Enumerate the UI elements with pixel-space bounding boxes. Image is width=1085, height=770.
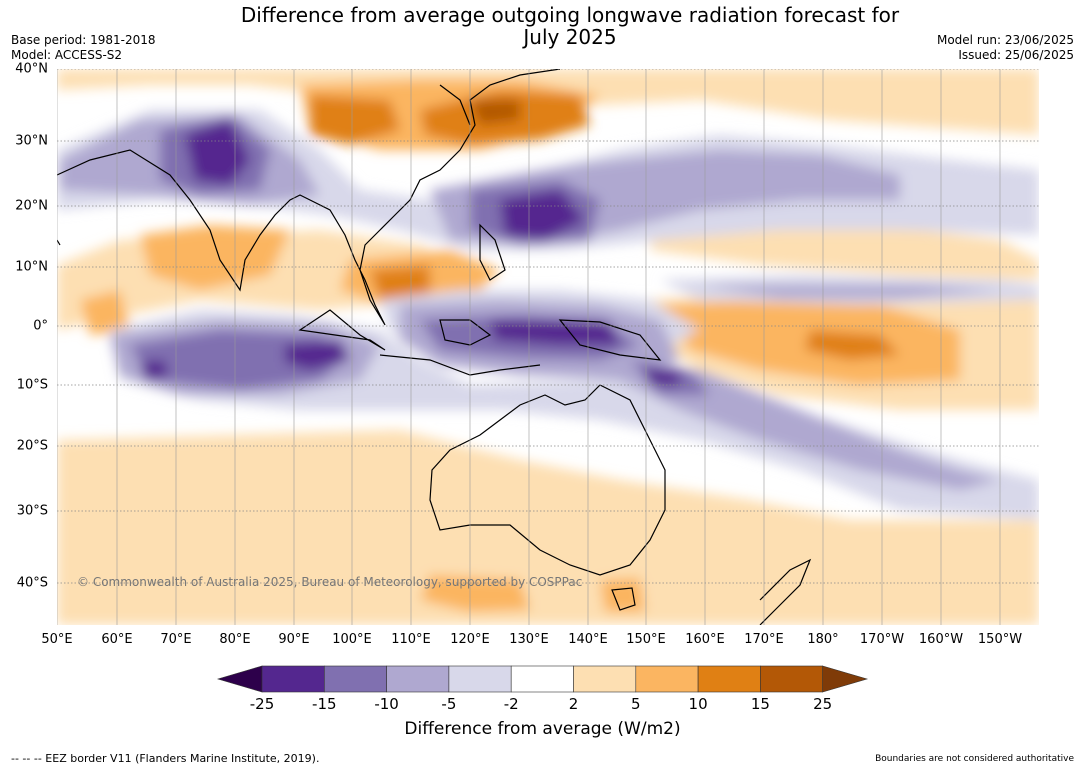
lon-label: 80°E — [219, 632, 251, 647]
lon-label: 160°E — [685, 632, 725, 647]
lat-label: 20°S — [16, 438, 48, 454]
lon-label: 180° — [807, 632, 839, 647]
model-run: Model run: 23/06/2025 — [936, 33, 1074, 47]
graticule — [57, 69, 1039, 584]
lon-label: 170°E — [744, 632, 784, 647]
copyright-notice: © Commonwealth of Australia 2025, Bureau… — [77, 575, 583, 589]
eez-border-legend: -- -- -- EEZ border V11 (Flanders Marine… — [11, 752, 320, 765]
colorbar-segment — [573, 665, 637, 693]
lon-label: 130°E — [509, 632, 549, 647]
map-title: Difference from average outgoing longwav… — [0, 4, 1085, 48]
lon-label: 170°W — [859, 632, 905, 647]
lat-label: 30°S — [16, 503, 48, 519]
lon-label: 110°E — [391, 632, 431, 647]
lon-label: 150°E — [626, 632, 666, 647]
lat-label: 0° — [33, 318, 48, 334]
colorbar-extend-low — [216, 665, 263, 693]
lon-label: 60°E — [101, 632, 133, 647]
colorbar-segment — [261, 665, 325, 693]
colorbar-segment — [386, 665, 450, 693]
colorbar-tick-label: -15 — [312, 695, 337, 713]
lat-label: 40°S — [16, 575, 48, 591]
colorbar-segment — [635, 665, 699, 693]
anomaly-field — [57, 69, 1039, 625]
meta-right: Model run: 23/06/2025 Issued: 25/06/2025 — [937, 33, 1074, 63]
colorbar-tick-label: 5 — [631, 695, 641, 713]
issued-date: Issued: 25/06/2025 — [958, 48, 1074, 62]
title-line-1: Difference from average outgoing longwav… — [240, 3, 900, 27]
model-name: Model: ACCESS-S2 — [11, 48, 123, 62]
coastlines — [57, 69, 812, 625]
lat-label: 40°N — [15, 61, 48, 77]
meridians — [57, 69, 1001, 625]
title-line-2: July 2025 — [523, 25, 617, 49]
lon-label: 70°E — [160, 632, 192, 647]
colorbar-tick-label: -2 — [503, 695, 519, 713]
colorbar-extend-high — [822, 665, 869, 693]
lat-label: 10°N — [15, 259, 48, 275]
base-period: Base period: 1981-2018 — [11, 33, 156, 47]
lat-label: 20°N — [15, 198, 48, 214]
colorbar-tick-label: -25 — [249, 695, 275, 713]
colorbar-segment — [697, 665, 761, 693]
colorbar-tick-label: -10 — [374, 695, 399, 713]
colorbar-tick-label: 10 — [688, 695, 708, 713]
lat-label: 10°S — [16, 377, 48, 393]
colorbar-segment — [760, 665, 824, 693]
colorbar-tick-label: 15 — [750, 695, 770, 713]
colorbar-label: Difference from average (W/m2) — [404, 719, 681, 739]
lon-label: 120°E — [450, 632, 490, 647]
lon-label: 140°E — [568, 632, 608, 647]
colorbar-tick-label: -5 — [441, 695, 457, 713]
lon-label: 90°E — [278, 632, 310, 647]
lon-label: 50°E — [41, 632, 73, 647]
boundaries-disclaimer: Boundaries are not considered authoritat… — [875, 754, 1074, 764]
colorbar-tick-label: 25 — [813, 695, 833, 713]
lon-label: 150°W — [977, 632, 1023, 647]
colorbar-segment — [448, 665, 512, 693]
lon-label: 100°E — [332, 632, 372, 647]
colorbar-tick-label: 2 — [568, 695, 579, 713]
meta-left: Base period: 1981-2018 Model: ACCESS-S2 — [11, 33, 156, 63]
lat-label: 30°N — [15, 133, 48, 149]
colorbar-segment — [323, 665, 387, 693]
colorbar-segment — [510, 665, 574, 693]
lon-label: 160°W — [918, 632, 964, 647]
